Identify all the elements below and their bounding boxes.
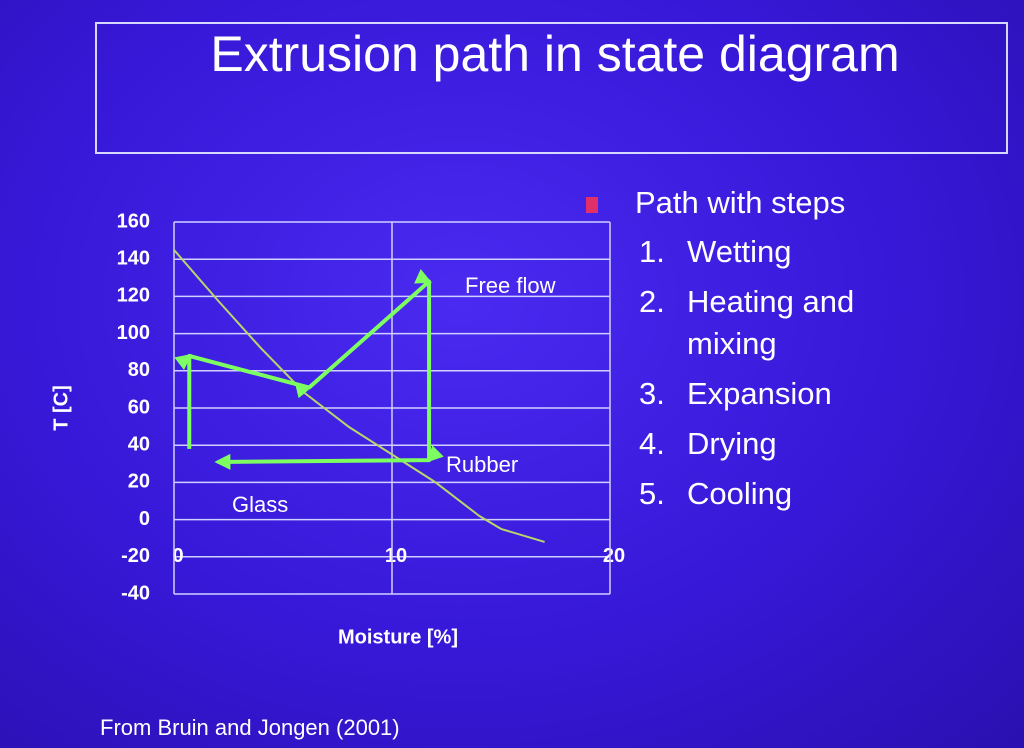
- x-tick-label: 0: [172, 545, 183, 567]
- y-tick-label: 140: [117, 247, 150, 269]
- item-number: 4.: [639, 426, 665, 461]
- list-item: 1. Wetting: [635, 231, 935, 273]
- item-number: 1.: [639, 234, 665, 269]
- list-item: 3. Expansion: [635, 373, 935, 415]
- y-tick-label: -40: [121, 582, 150, 604]
- list-heading: Path with steps: [635, 185, 846, 220]
- annotation: Rubber: [446, 452, 518, 477]
- x-tick-label: 10: [385, 545, 407, 567]
- item-text: Drying: [687, 426, 777, 461]
- y-tick-label: 80: [128, 359, 150, 381]
- annotation: Glass: [232, 492, 288, 517]
- item-text: Heating and mixing: [687, 284, 855, 361]
- title-box: [95, 22, 1008, 154]
- item-text: Wetting: [687, 234, 792, 269]
- item-text: Cooling: [687, 476, 793, 511]
- y-tick-label: 100: [117, 322, 150, 344]
- y-tick-label: 160: [117, 210, 150, 232]
- item-number: 2.: [639, 284, 665, 319]
- step-list: Path with steps 1. Wetting 2. Heating and m…: [635, 185, 935, 523]
- y-tick-label: 40: [128, 433, 150, 455]
- y-axis-label: T [C]: [50, 385, 72, 431]
- x-axis-label: Moisture [%]: [338, 626, 458, 648]
- bullet-marker: [586, 197, 598, 213]
- item-text: Expansion: [687, 376, 832, 411]
- y-tick-label: 120: [117, 285, 150, 307]
- list-item: 4. Drying: [635, 423, 935, 465]
- series-line: [174, 268, 444, 470]
- annotation: Free flow: [465, 273, 556, 298]
- list-item: 5. Cooling: [635, 473, 935, 515]
- y-tick-label: 20: [128, 471, 150, 493]
- list-item: 2. Heating and mixing: [635, 281, 935, 365]
- y-tick-label: 60: [128, 396, 150, 418]
- x-tick-label: 20: [603, 545, 625, 567]
- y-tick-label: 0: [139, 508, 150, 530]
- source: From Bruin and Jongen (2001): [100, 715, 400, 740]
- item-number: 3.: [639, 376, 665, 411]
- y-tick-label: -20: [121, 545, 150, 567]
- slide-title: Extrusion path in state diagram: [210, 26, 900, 82]
- item-number: 5.: [639, 476, 665, 511]
